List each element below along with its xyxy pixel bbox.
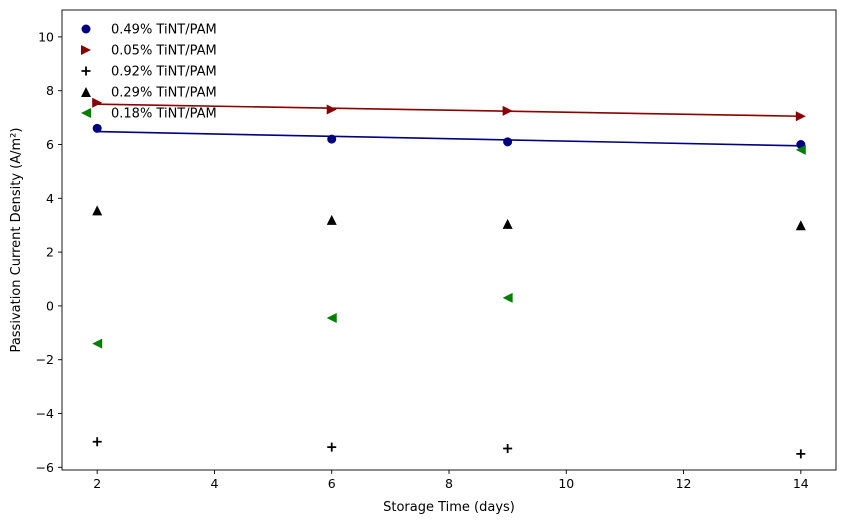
data-point-series-0-2 [503, 137, 513, 147]
legend-label-1: 0.05% TiNT/PAM [111, 44, 217, 59]
legend-marker-4 [81, 108, 91, 118]
data-point-series-1-0 [92, 97, 103, 108]
data-point-series-2-1 [327, 442, 337, 452]
data-marks [92, 97, 806, 459]
fit-line-series-1 [97, 103, 801, 118]
x-axis-label: Storage Time (days) [383, 500, 515, 515]
legend-label-4: 0.18% TiNT/PAM [111, 107, 217, 122]
legend-label-2: 0.92% TiNT/PAM [111, 65, 217, 80]
x-tick-label: 8 [445, 476, 453, 491]
data-point-series-2-2 [503, 443, 513, 453]
x-tick-label: 4 [210, 476, 218, 491]
legend-label-3: 0.29% TiNT/PAM [111, 86, 217, 101]
data-point-series-3-0 [92, 205, 103, 216]
legend-marker-2 [81, 66, 91, 76]
legend-label-0: 0.49% TiNT/PAM [111, 23, 217, 38]
data-point-series-1-3 [795, 111, 806, 122]
y-tick-label: 10 [38, 29, 54, 44]
x-tick-label: 6 [328, 476, 336, 491]
data-point-series-4-2 [502, 292, 513, 303]
y-tick-label: −2 [36, 352, 54, 367]
legend: 0.49% TiNT/PAM 0.05% TiNT/PAM 0.92% TiNT/P… [81, 23, 217, 122]
y-tick-label: −4 [36, 406, 54, 421]
legend-marker-1 [81, 45, 91, 55]
y-tick-label: 6 [46, 137, 54, 152]
y-tick-label: 4 [46, 191, 54, 206]
data-point-series-2-3 [796, 449, 806, 459]
data-point-series-0-0 [92, 123, 102, 133]
x-tick-label: 2 [93, 476, 101, 491]
legend-marker-0 [81, 24, 91, 34]
data-point-series-4-1 [326, 313, 337, 324]
data-point-series-3-3 [795, 220, 806, 231]
data-point-series-3-1 [326, 214, 337, 225]
fit-line-series-0 [97, 130, 801, 147]
y-axis-ticks: −6 −4 −2 0 2 4 6 8 10 [36, 29, 62, 475]
y-tick-label: 2 [46, 245, 54, 260]
data-point-series-1-1 [326, 104, 337, 115]
x-tick-label: 14 [793, 476, 809, 491]
y-axis-label: Passivation Current Density (A/m²) [9, 128, 24, 353]
data-point-series-1-2 [502, 105, 513, 116]
x-axis-ticks: 2 4 6 8 10 12 14 [93, 470, 809, 491]
data-point-series-4-3 [795, 144, 806, 155]
x-tick-label: 12 [676, 476, 692, 491]
y-tick-label: −6 [36, 460, 54, 475]
legend-marker-3 [81, 87, 91, 97]
data-point-series-2-0 [92, 437, 102, 447]
data-point-series-0-1 [327, 134, 337, 144]
y-tick-label: 0 [46, 298, 54, 313]
plot-area [62, 10, 836, 470]
data-point-series-4-0 [92, 338, 103, 349]
y-tick-label: 8 [46, 83, 54, 98]
x-tick-label: 10 [558, 476, 574, 491]
fit-lines [97, 103, 801, 147]
data-point-series-3-2 [502, 218, 513, 229]
